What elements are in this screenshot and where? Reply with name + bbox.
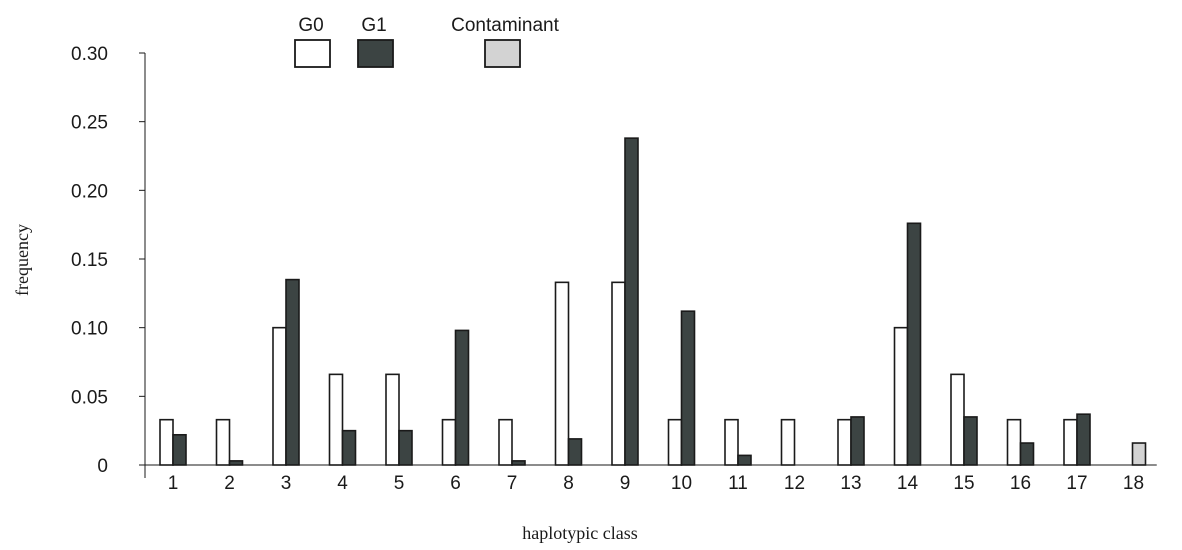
y-tick-label: 0.25 [71,113,108,134]
legend-label-g0: G0 [298,15,323,36]
legend-label-contaminant: Contaminant [451,15,559,36]
x-tick-label: 4 [337,473,348,494]
bar-g1-13 [850,416,865,466]
bar-g1-11 [737,454,752,466]
bar-g1-3 [285,278,300,466]
bar-g0-2 [215,418,231,466]
x-tick-label: 7 [507,473,518,494]
bar-g1-1 [172,433,187,466]
bar-g0-13 [837,418,852,466]
bar-g1-16 [1019,442,1035,466]
bar-g0-17 [1063,418,1078,466]
bar-g0-4 [328,373,344,466]
x-axis: 1 2 3 4 5 6 7 8 9 10 11 12 13 14 15 16 17 18 [145,464,1157,494]
x-tick-label: 12 [784,473,805,494]
y-tick-label: 0.15 [71,250,108,271]
x-tick-label: 16 [1010,473,1031,494]
x-tick-label: 15 [953,473,974,494]
y-axis: 0 0.05 0.10 0.15 0.20 0.25 0.30 [71,44,146,478]
bars [159,137,1147,466]
x-tick-label: 6 [450,473,461,494]
bar-g1-10 [680,310,696,466]
y-tick-label: 0.10 [71,319,108,340]
x-tick-label: 8 [563,473,574,494]
x-tick-label: 1 [168,473,179,494]
x-tick-label: 18 [1123,473,1144,494]
bar-g1-17 [1076,413,1091,466]
bar-g0-10 [667,418,683,466]
bar-g1-7 [511,460,526,466]
x-tick-label: 3 [281,473,292,494]
x-tick-label: 10 [671,473,692,494]
bar-g1-15 [963,416,978,466]
x-tick-label: 17 [1066,473,1087,494]
legend: G0 G1 Contaminant [294,15,560,68]
bar-g1-5 [398,429,413,466]
x-tick-label: 13 [840,473,861,494]
bar-g0-12 [780,418,796,466]
x-tick-label: 14 [897,473,919,494]
bar-g0-11 [724,418,739,466]
x-tick-label: 2 [224,473,235,494]
bar-g0-5 [385,373,400,466]
legend-swatch-g1 [357,39,394,68]
legend-label-g1: G1 [361,15,386,36]
bar-g1-4 [341,429,357,466]
bar-contaminant-18 [1131,442,1147,466]
legend-swatch-g0 [294,39,331,68]
y-tick-label: 0.20 [71,181,108,202]
y-tick-label: 0 [97,456,108,477]
bar-g1-9 [624,137,639,466]
bar-g0-16 [1006,418,1022,466]
bar-g0-8 [554,281,570,466]
bar-g1-6 [454,329,470,466]
bar-g0-7 [498,418,513,466]
x-tick-label: 9 [620,473,631,494]
x-tick-label: 11 [728,473,748,494]
bar-g0-15 [950,373,965,466]
bar-g0-3 [272,326,287,466]
bar-g0-6 [441,418,457,466]
bar-g0-1 [159,418,174,466]
bar-g1-8 [567,438,583,466]
x-tick-label: 5 [394,473,405,494]
bar-g1-14 [906,222,922,466]
y-tick-label: 0.05 [71,387,108,408]
y-axis-title: frequency [12,224,32,296]
x-axis-title: haplotypic class [522,523,637,543]
legend-swatch-contaminant [484,39,521,68]
bar-g0-14 [893,326,909,466]
bar-g1-2 [228,460,244,466]
y-tick-label: 0.30 [71,44,108,65]
bar-g0-9 [611,281,626,466]
